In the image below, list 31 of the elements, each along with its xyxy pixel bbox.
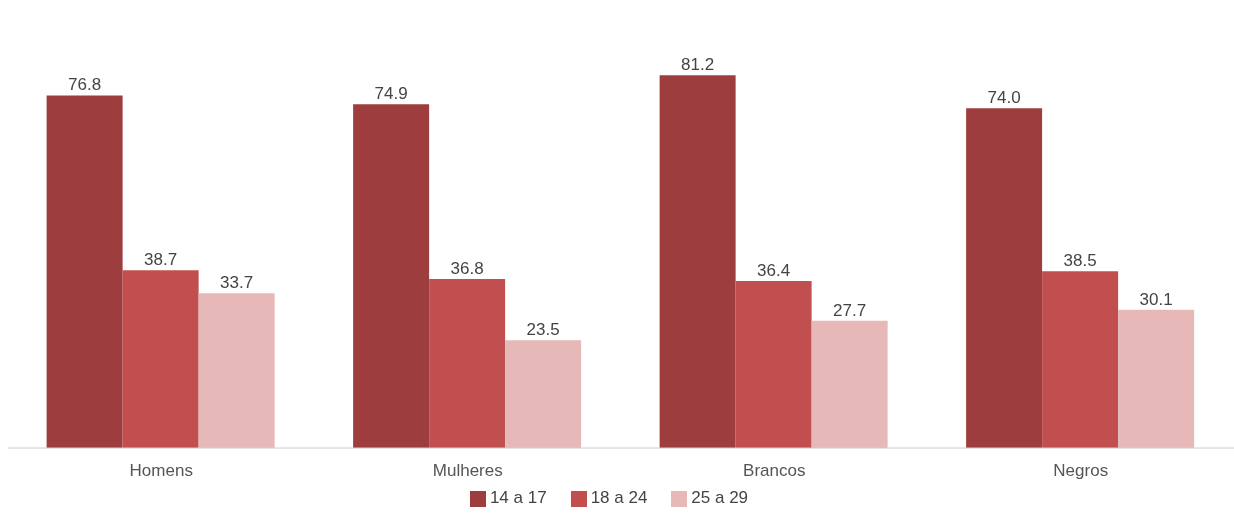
data-label: 33.7 — [220, 273, 254, 293]
data-label: 74.9 — [374, 84, 408, 104]
bar — [505, 340, 582, 448]
x-tick-label: Brancos — [743, 461, 806, 481]
x-tick-label: Mulheres — [432, 461, 503, 481]
bar — [1118, 309, 1195, 448]
legend-label: 25 a 29 — [691, 488, 749, 507]
data-label: 38.7 — [144, 250, 178, 270]
data-label: 81.2 — [681, 55, 715, 75]
data-label: 30.1 — [1139, 289, 1173, 309]
bar — [966, 108, 1043, 448]
bar — [735, 280, 812, 448]
data-label: 23.5 — [526, 320, 560, 340]
data-label: 36.4 — [757, 260, 791, 280]
x-tick-label: Homens — [129, 461, 193, 481]
bar — [659, 75, 736, 448]
bar — [122, 270, 199, 448]
data-label: 27.7 — [833, 300, 867, 320]
x-tick-label: Negros — [1053, 461, 1109, 481]
bar — [811, 320, 888, 448]
data-label: 74.0 — [987, 88, 1021, 108]
legend-label: 18 a 24 — [590, 488, 648, 507]
bar — [429, 279, 506, 448]
data-label: 36.8 — [450, 259, 484, 279]
bar — [353, 104, 430, 448]
data-label: 76.8 — [68, 75, 102, 95]
bar — [46, 95, 123, 448]
bar — [1042, 271, 1119, 448]
data-label: 38.5 — [1063, 251, 1097, 271]
legend-label: 14 a 17 — [489, 488, 547, 507]
bar — [198, 293, 275, 448]
